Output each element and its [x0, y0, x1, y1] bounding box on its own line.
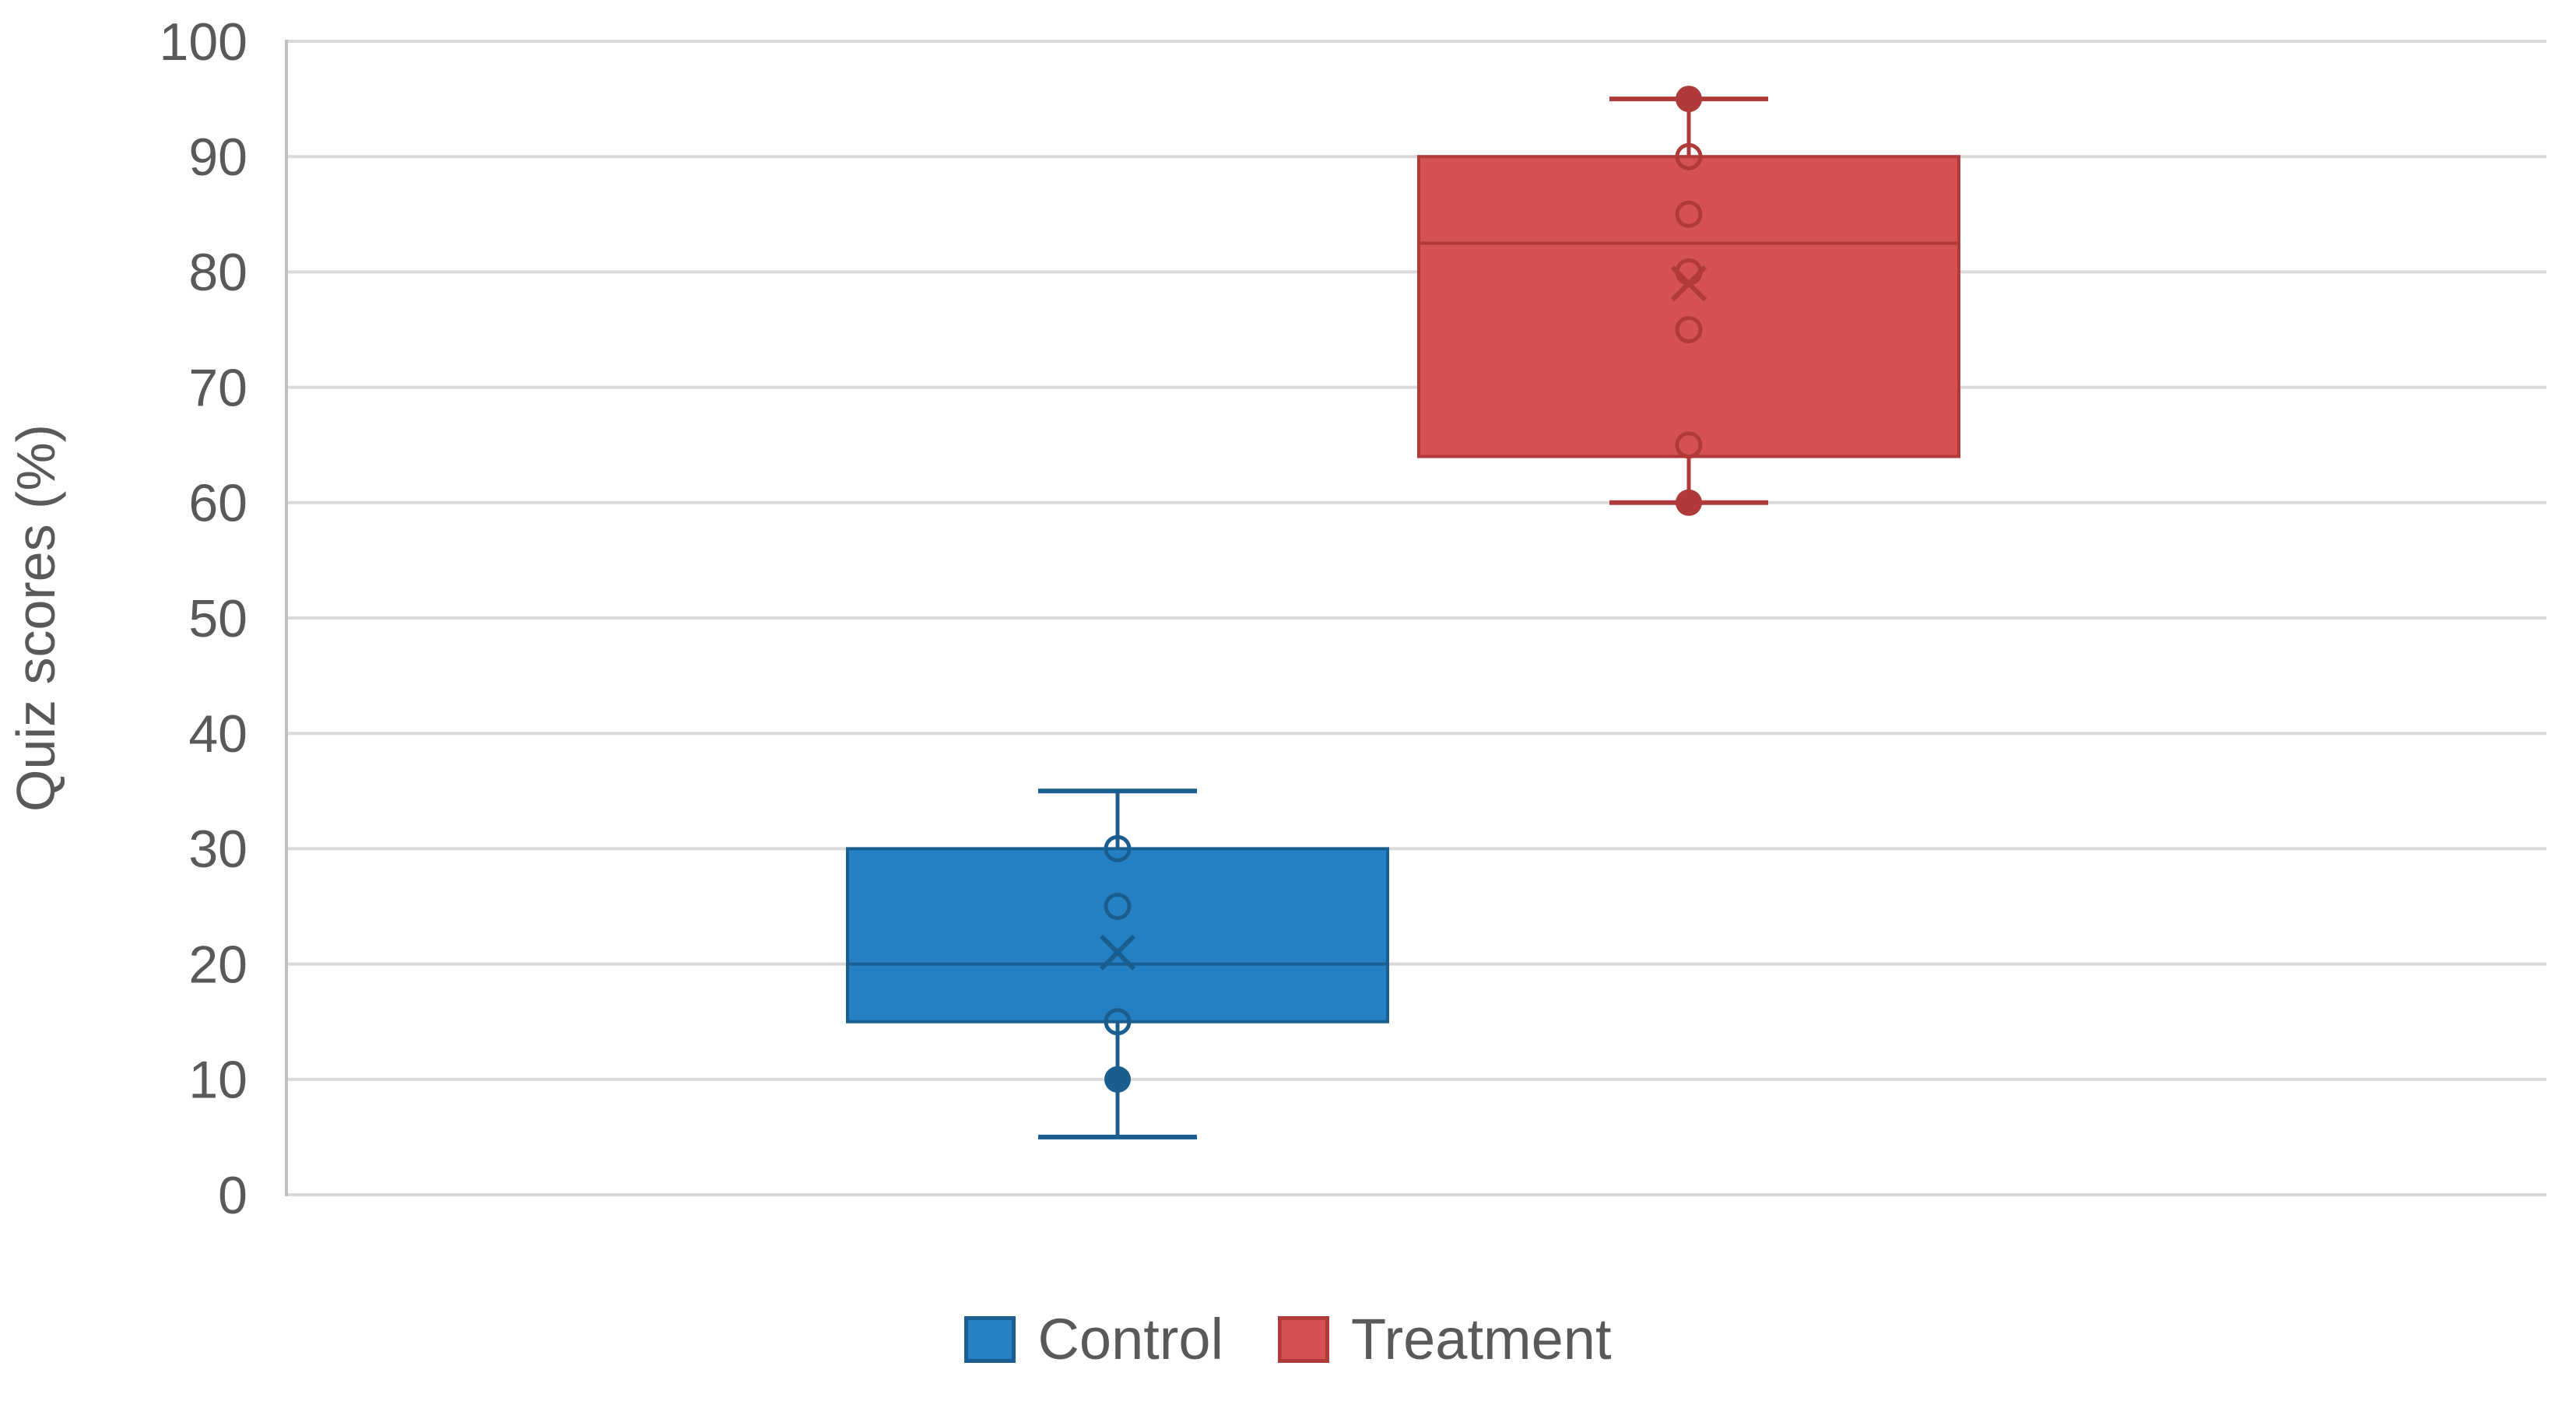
data-point-open-control: [1104, 834, 1132, 862]
y-tick-label: 90: [188, 128, 247, 187]
y-tick-label: 10: [188, 1051, 247, 1110]
data-point-open-treatment: [1675, 200, 1703, 228]
mean-marker-treatment: [1670, 265, 1707, 302]
data-point-filled-control: [1104, 1066, 1131, 1093]
legend-item-treatment: Treatment: [1278, 1307, 1612, 1371]
data-point-open-control: [1104, 893, 1132, 920]
y-tick-label: 80: [188, 243, 247, 302]
y-tick-label: 50: [188, 589, 247, 648]
y-axis-title: Quiz scores (%): [5, 424, 66, 812]
data-point-open-treatment: [1675, 431, 1703, 459]
y-tick-label: 70: [188, 358, 247, 417]
data-point-open-control: [1104, 1008, 1132, 1036]
data-point-filled-treatment: [1676, 489, 1702, 516]
data-point-filled-treatment: [1676, 86, 1702, 113]
data-point-open-treatment: [1675, 142, 1703, 170]
legend-swatch-treatment: [1278, 1316, 1330, 1363]
y-tick-label: 40: [188, 704, 247, 764]
y-tick-label: 0: [218, 1166, 247, 1225]
y-tick-label: 60: [188, 474, 247, 533]
legend: Control Treatment: [0, 1311, 2576, 1368]
box-treatment: [1417, 155, 1960, 458]
legend-label-treatment: Treatment: [1351, 1307, 1612, 1371]
mean-marker-control: [1099, 934, 1136, 971]
y-tick-label: 100: [160, 12, 247, 72]
legend-label-control: Control: [1037, 1307, 1224, 1371]
y-tick-label: 30: [188, 820, 247, 879]
legend-item-control: Control: [964, 1311, 1223, 1368]
data-point-open-treatment: [1675, 316, 1703, 343]
y-tick-label: 20: [188, 935, 247, 994]
legend-swatch-control: [964, 1316, 1016, 1363]
box-control: [846, 847, 1389, 1024]
